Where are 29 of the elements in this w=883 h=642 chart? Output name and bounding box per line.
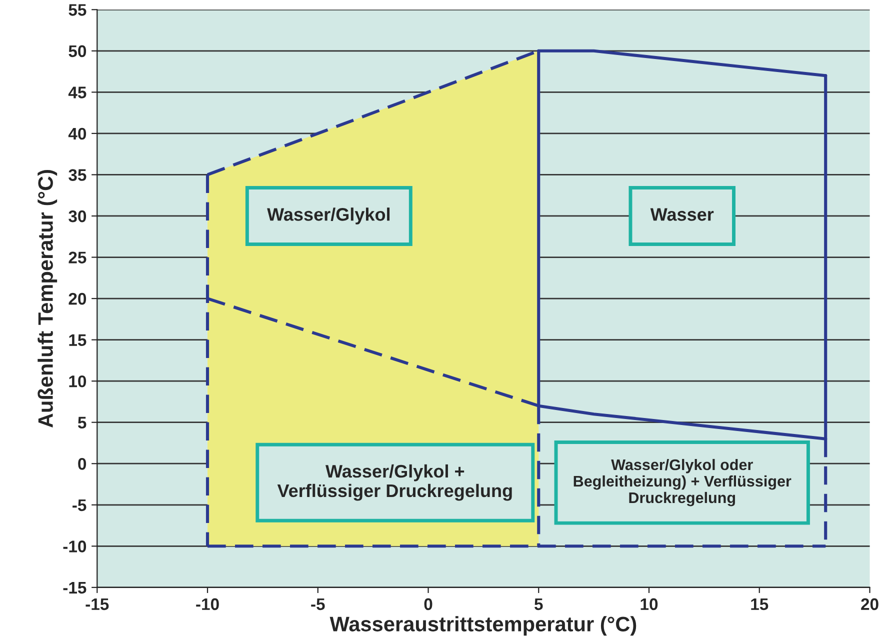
y-tick-label: 20: [68, 292, 86, 305]
x-tick-label: 20: [861, 598, 878, 610]
y-tick-label: 40: [68, 128, 86, 140]
x-tick-label: 10: [640, 598, 658, 610]
x-tick-label: 5: [534, 598, 543, 610]
y-tick-label: 25: [68, 252, 86, 264]
y-tick-label: 35: [68, 169, 86, 181]
y-tick-label: -5: [72, 499, 86, 512]
annotation: Wasser/Glykol oder Begleitheizung) + Verflüssiger Druckregelung: [574, 458, 792, 506]
y-tick-label: -10: [63, 540, 86, 552]
x-tick-label: -10: [196, 598, 219, 610]
x-tick-label: 15: [751, 598, 768, 610]
y-tick-label: -15: [63, 582, 86, 594]
y-tick-label: 0: [78, 458, 86, 470]
x-axis-title: Wasseraustrittstemperatur (°C): [330, 616, 636, 636]
annotation: Wasser/Glykol + Verflüssiger Druckregelung: [277, 464, 512, 501]
y-tick-label: 15: [69, 334, 86, 346]
y-tick-label: 50: [68, 45, 86, 58]
x-tick-label: -15: [86, 598, 109, 610]
y-tick-label: 5: [78, 416, 86, 429]
annotation: Wasser/Glykol: [267, 208, 390, 224]
y-tick-label: 55: [68, 4, 86, 16]
y-tick-label: 10: [69, 375, 86, 388]
y-axis-title: Außenluft Temperatur (°C): [38, 170, 58, 428]
y-tick-label: 30: [68, 210, 86, 222]
y-tick-label: 45: [68, 86, 86, 98]
annotation: Wasser: [650, 208, 714, 221]
x-tick-label: 0: [424, 598, 432, 610]
x-tick-label: -5: [311, 598, 325, 610]
